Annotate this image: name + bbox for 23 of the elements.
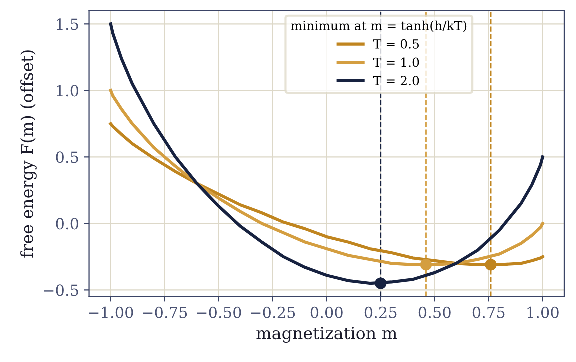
x-tick-label: 0.75: [472, 306, 505, 318]
legend-title: minimum at m = tanh(h/kT): [291, 20, 467, 32]
line-series: [109, 122, 544, 266]
y-tick-label: 1.0: [57, 85, 79, 97]
legend-label: T = 2.0: [373, 76, 420, 86]
line-series: [109, 89, 544, 266]
x-axis-title: magnetization m: [256, 327, 398, 344]
x-tick-label: 1.00: [528, 306, 559, 318]
x-tick-label: −1.00: [89, 306, 134, 318]
x-tick-label: 0.25: [364, 306, 397, 318]
line-series: [109, 22, 544, 286]
x-tick-label: −0.75: [143, 306, 188, 318]
y-tick-label: −0.5: [44, 284, 78, 296]
y-axis-title: free energy F(m) (offset): [20, 50, 37, 258]
x-tick-label: 0.00: [310, 306, 343, 318]
x-tick-label: −0.25: [251, 306, 296, 318]
y-tick-label: 1.5: [57, 18, 78, 30]
legend-label: T = 0.5: [373, 39, 420, 49]
y-tick-label: 0.5: [56, 152, 78, 164]
x-tick-label: 0.50: [418, 306, 451, 318]
x-tick-label: −0.50: [197, 306, 242, 318]
y-tick-label: 0.0: [56, 218, 79, 230]
legend-label: T = 1.0: [373, 58, 420, 68]
